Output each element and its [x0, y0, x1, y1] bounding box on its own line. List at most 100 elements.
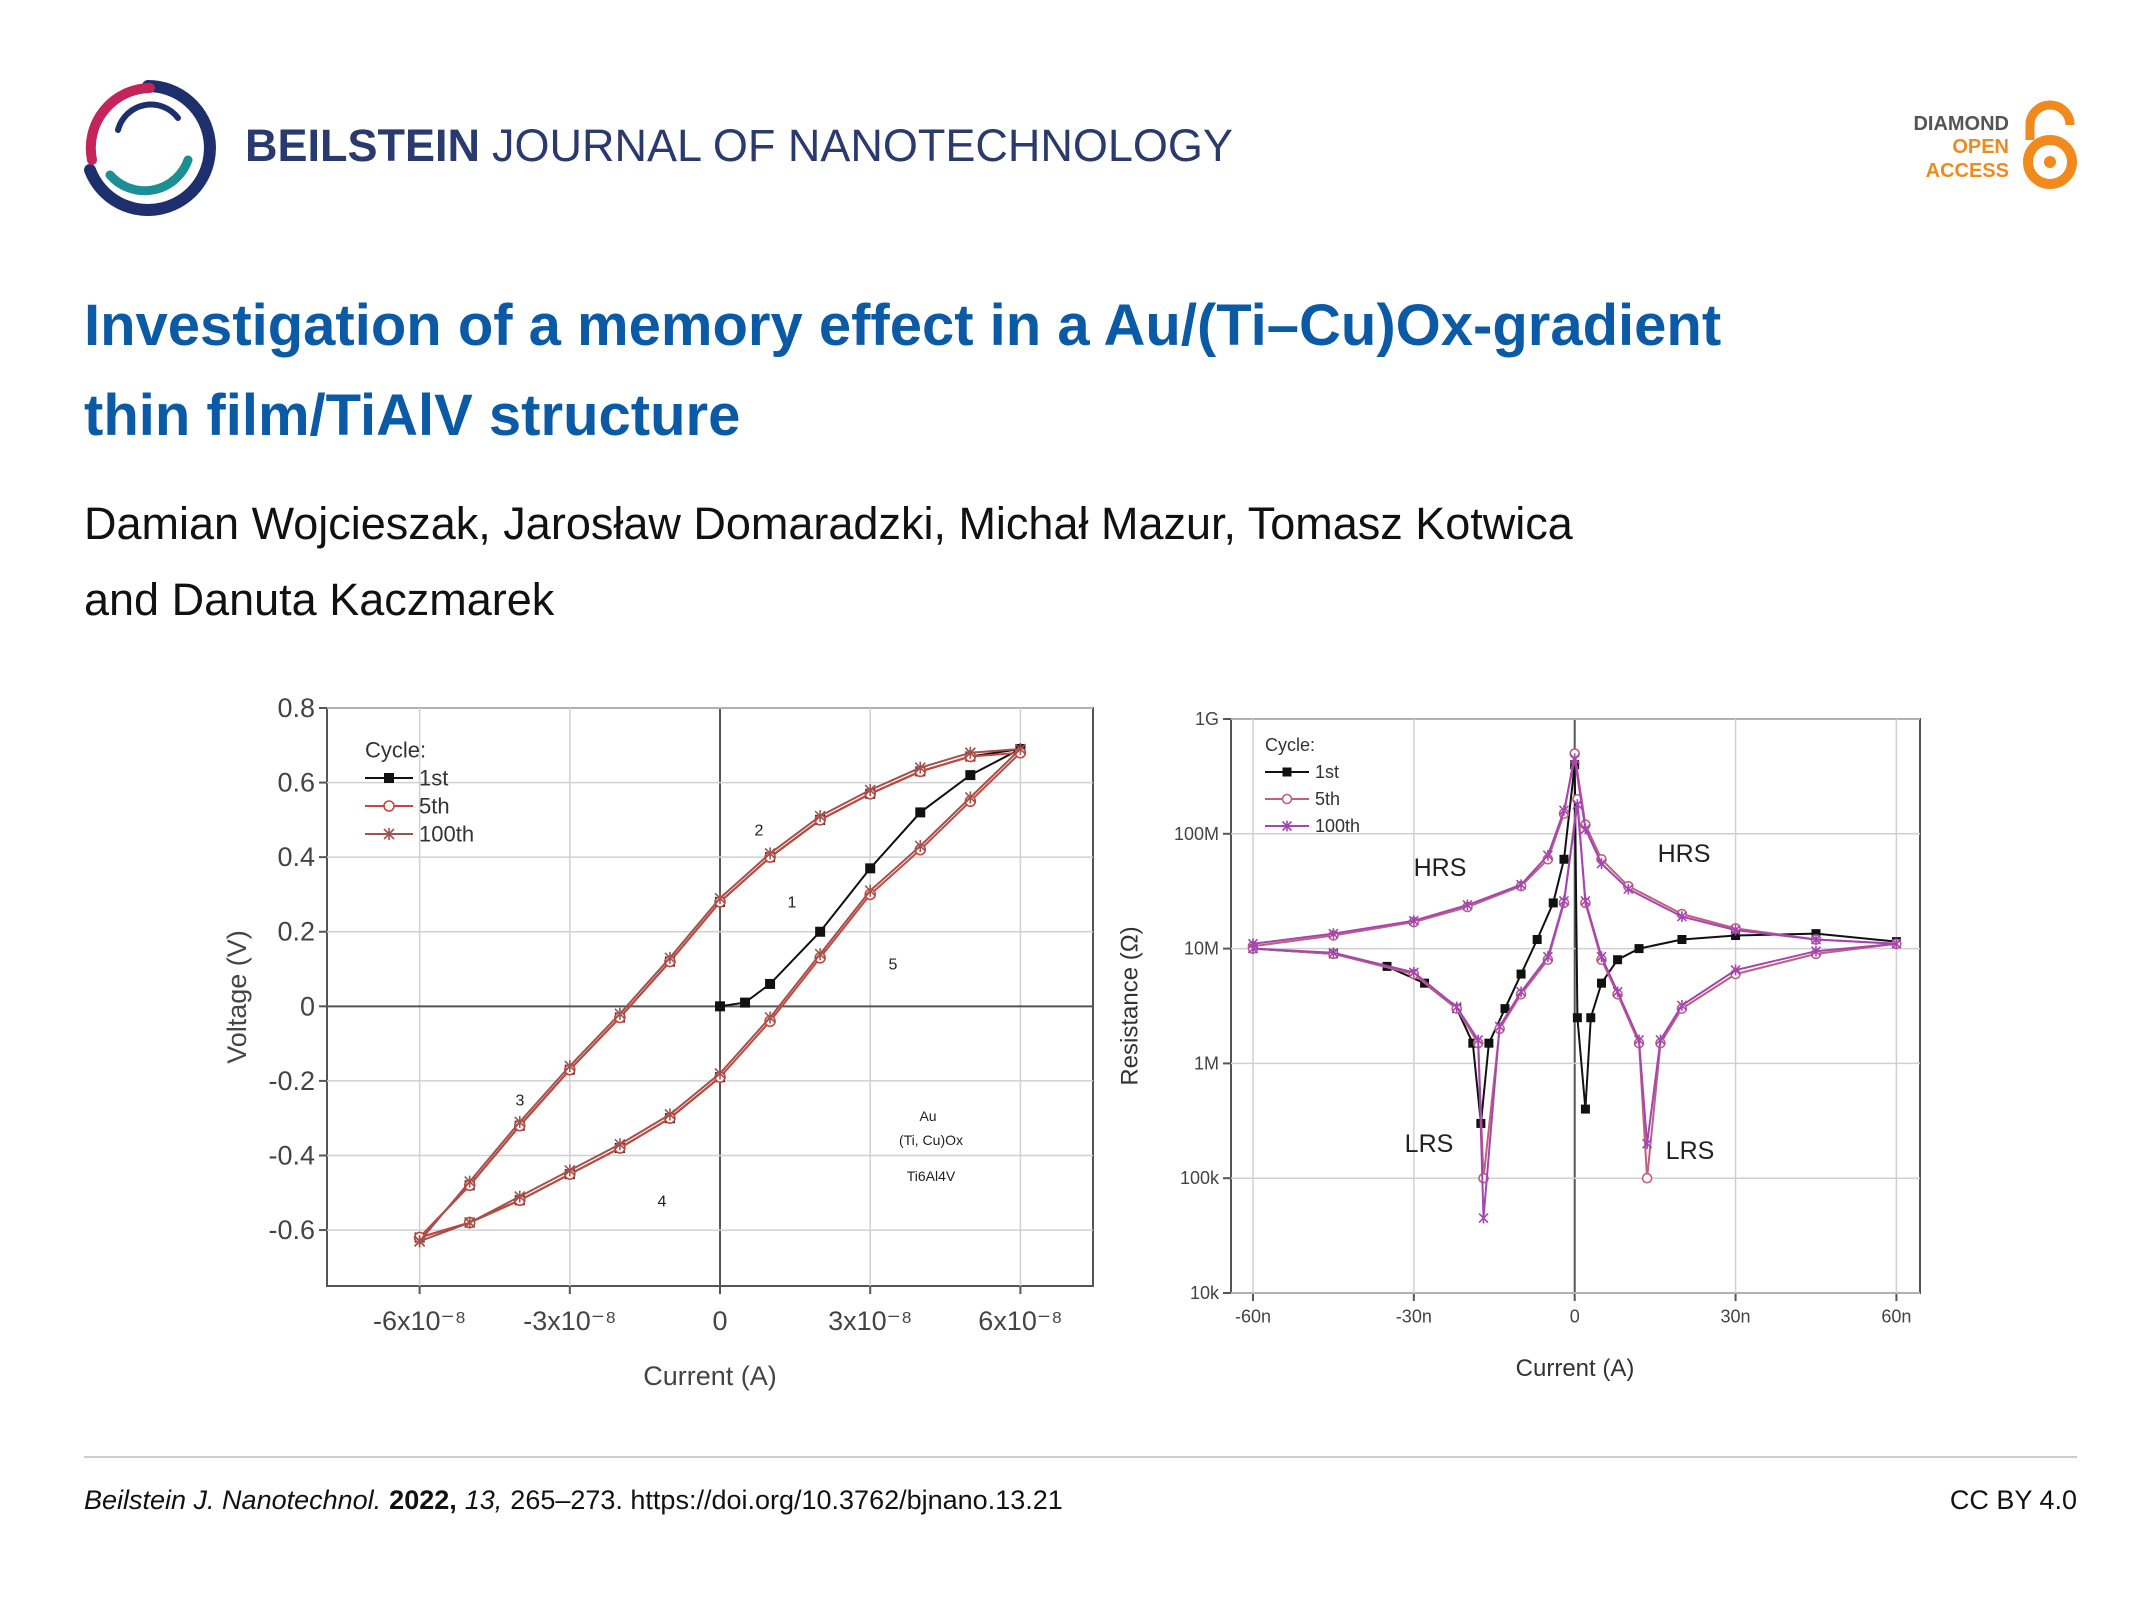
- data-point: [1542, 849, 1553, 861]
- x-tick-label: 0: [712, 1306, 727, 1336]
- legend-label: 5th: [419, 794, 450, 819]
- data-point: [1634, 944, 1644, 954]
- citation-volume: 13,: [465, 1485, 503, 1515]
- data-point: [1597, 978, 1607, 988]
- data-point: [1548, 898, 1558, 908]
- badge-access: ACCESS: [1926, 160, 2009, 182]
- data-point: [564, 1059, 576, 1072]
- x-tick-label: 0: [1570, 1306, 1580, 1326]
- citation-year: 2022,: [389, 1485, 457, 1515]
- citation: Beilstein J. Nanotechnol. 2022, 13, 265–273…: [84, 1485, 1063, 1515]
- data-point: [1569, 753, 1580, 765]
- x-tick-label: -60n: [1235, 1306, 1271, 1326]
- data-point: [1580, 823, 1591, 835]
- y-axis-label: Resistance (Ω): [1117, 926, 1144, 1085]
- x-tick-label: 6x10⁻⁸: [978, 1306, 1062, 1336]
- y-tick-label: -0.6: [268, 1215, 315, 1245]
- data-point: [1500, 1004, 1510, 1014]
- data-point: [714, 892, 726, 905]
- data-point: [1572, 799, 1583, 810]
- data-point: [715, 1001, 726, 1012]
- annotation: Au: [919, 1108, 936, 1124]
- annotation: LRS: [1405, 1130, 1454, 1158]
- data-point: [1676, 1000, 1687, 1011]
- data-point: [514, 1115, 526, 1128]
- legend-label: 1st: [1315, 762, 1339, 782]
- data-point: [1484, 1038, 1494, 1048]
- x-tick-label: -6x10⁻⁸: [373, 1306, 466, 1336]
- data-point: [1558, 804, 1570, 816]
- y-tick-label: 0.2: [277, 917, 315, 947]
- legend-marker: [1281, 793, 1293, 805]
- data-point: [815, 926, 826, 937]
- data-point: [714, 1067, 726, 1080]
- annotation: HRS: [1414, 854, 1467, 882]
- y-tick-label: 100M: [1174, 824, 1219, 844]
- annotation: HRS: [1658, 840, 1711, 868]
- data-point: [664, 951, 676, 964]
- legend-marker: [383, 800, 395, 812]
- data-point: [564, 1164, 576, 1177]
- citation-pages-doi: 265–273. https://doi.org/10.3762/bjnano.…: [510, 1485, 1062, 1515]
- legend-marker: [384, 773, 394, 783]
- data-point: [1328, 928, 1339, 940]
- data-point: [1516, 986, 1527, 998]
- x-axis-label: Current (A): [643, 1361, 777, 1391]
- annotation: 2: [755, 823, 764, 840]
- data-point: [614, 1138, 626, 1151]
- legend-label: 100th: [419, 822, 474, 847]
- plot-frame: [326, 707, 1094, 1287]
- data-point: [1612, 986, 1623, 998]
- data-point: [914, 839, 926, 852]
- legend-marker: [1281, 820, 1293, 832]
- data-point: [1677, 935, 1687, 945]
- y-tick-label: 1G: [1195, 709, 1219, 729]
- legend-label: 5th: [1315, 789, 1340, 809]
- y-tick-label: -0.2: [268, 1066, 315, 1096]
- data-point: [1730, 924, 1741, 936]
- data-point: [1247, 943, 1259, 954]
- data-point: [514, 1190, 526, 1203]
- data-point: [965, 770, 976, 781]
- legend-title: Cycle:: [1265, 735, 1315, 755]
- x-tick-label: 60n: [1881, 1306, 1911, 1326]
- data-point: [864, 884, 876, 897]
- data-point: [1730, 964, 1741, 976]
- y-tick-label: 0.4: [277, 842, 315, 872]
- authors-line: and Danuta Kaczmarek: [84, 574, 555, 625]
- x-tick-label: -3x10⁻⁸: [523, 1306, 616, 1336]
- badge-open: OPEN: [1952, 136, 2009, 158]
- data-point: [1655, 1034, 1666, 1046]
- data-point: [865, 863, 876, 874]
- y-tick-label: 10k: [1190, 1283, 1220, 1303]
- data-point: [1516, 879, 1527, 891]
- data-point: [1468, 1038, 1478, 1048]
- annotation: LRS: [1666, 1137, 1715, 1165]
- legend-marker: [1282, 767, 1292, 777]
- y-tick-label: 0.8: [277, 693, 315, 723]
- x-tick-label: 3x10⁻⁸: [828, 1306, 912, 1336]
- annotation: 4: [658, 1194, 667, 1211]
- data-point: [1516, 969, 1526, 979]
- data-point: [1596, 858, 1607, 870]
- data-point: [464, 1216, 476, 1229]
- data-point: [914, 761, 926, 774]
- x-axis-label: Current (A): [1516, 1355, 1635, 1382]
- data-point: [764, 847, 776, 860]
- data-point: [1462, 899, 1473, 911]
- data-point: [1532, 935, 1542, 945]
- data-point: [915, 807, 926, 818]
- y-tick-label: 10M: [1184, 939, 1219, 959]
- badge-diamond: DIAMOND: [1913, 113, 2009, 135]
- data-point: [1473, 1034, 1484, 1046]
- legend-label: 1st: [419, 766, 448, 791]
- data-point: [614, 1007, 626, 1020]
- title-line: Investigation of a memory effect in a Au…: [84, 293, 1721, 358]
- legend-title: Cycle:: [365, 738, 426, 763]
- data-point: [964, 791, 976, 804]
- data-point: [1891, 938, 1902, 950]
- data-point: [1494, 1021, 1505, 1032]
- data-point: [1580, 1104, 1590, 1114]
- data-point: [1451, 1001, 1462, 1013]
